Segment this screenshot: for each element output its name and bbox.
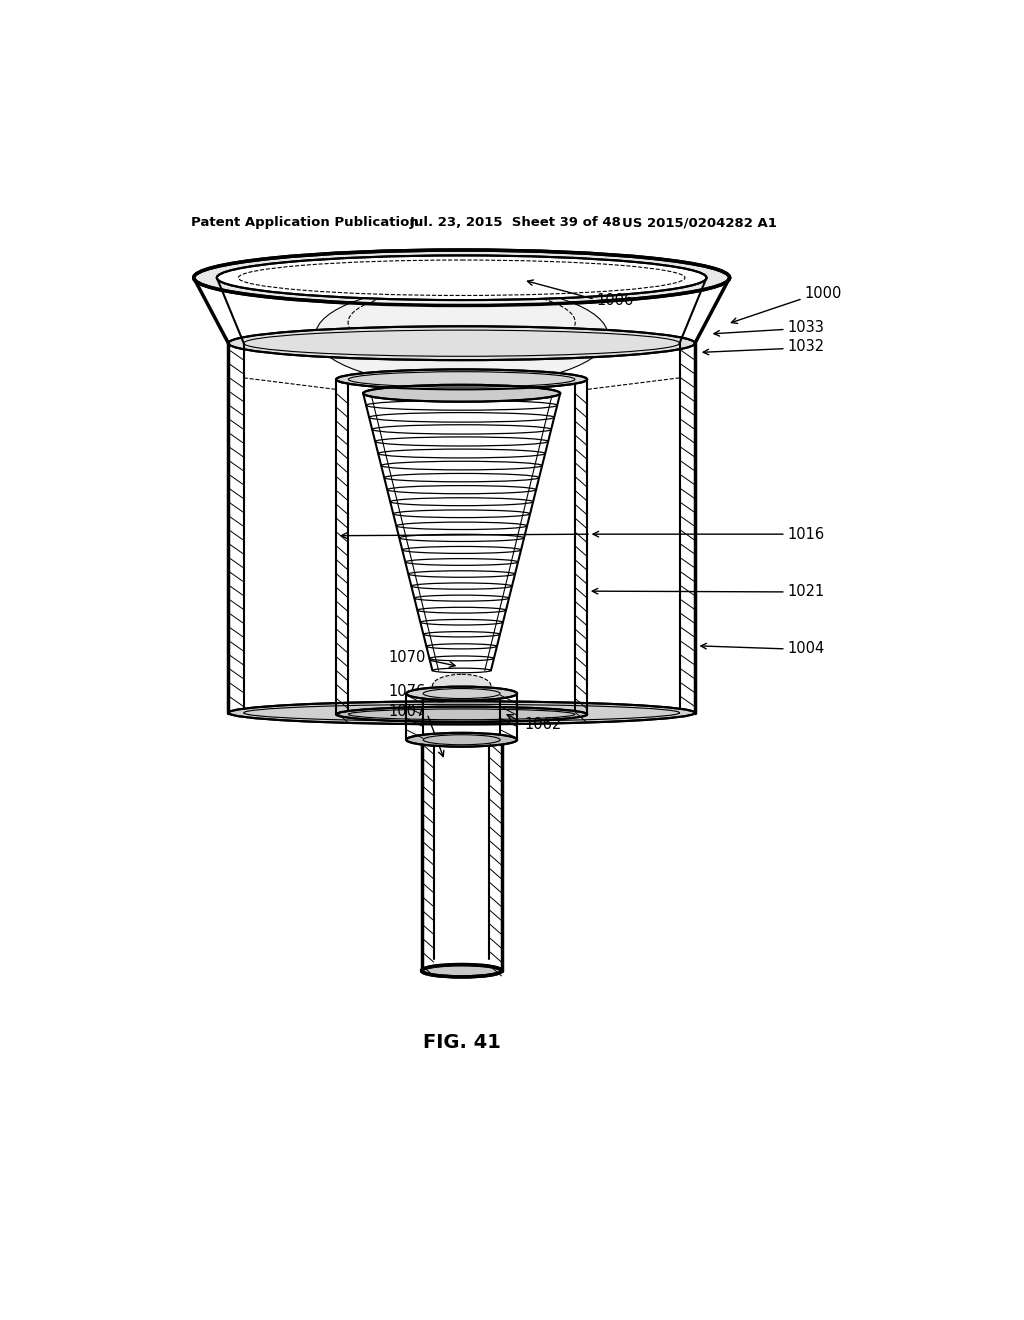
Text: 1062: 1062 <box>524 717 562 731</box>
Ellipse shape <box>407 733 517 747</box>
Text: 1033: 1033 <box>787 321 824 335</box>
Ellipse shape <box>228 326 695 360</box>
Text: 1032: 1032 <box>787 339 824 354</box>
Text: Patent Application Publication: Patent Application Publication <box>190 216 419 230</box>
Text: FIG. 41: FIG. 41 <box>423 1032 501 1052</box>
Text: 1070: 1070 <box>388 649 425 665</box>
Ellipse shape <box>422 965 502 977</box>
Text: 1006: 1006 <box>596 293 634 309</box>
Ellipse shape <box>364 384 560 401</box>
Text: US 2015/0204282 A1: US 2015/0204282 A1 <box>622 216 776 230</box>
Ellipse shape <box>315 285 608 385</box>
Text: 1000: 1000 <box>804 286 842 301</box>
Text: 1016: 1016 <box>787 527 824 541</box>
Ellipse shape <box>407 686 517 701</box>
Text: 1004: 1004 <box>787 642 824 656</box>
Ellipse shape <box>194 249 730 305</box>
Text: 1076: 1076 <box>388 684 425 698</box>
Text: 1021: 1021 <box>787 585 824 599</box>
Text: 1007: 1007 <box>388 704 425 719</box>
Ellipse shape <box>217 256 707 300</box>
Text: Jul. 23, 2015  Sheet 39 of 48: Jul. 23, 2015 Sheet 39 of 48 <box>410 216 622 230</box>
Ellipse shape <box>432 675 490 697</box>
Ellipse shape <box>336 370 587 389</box>
Ellipse shape <box>228 701 695 725</box>
Ellipse shape <box>336 706 587 722</box>
